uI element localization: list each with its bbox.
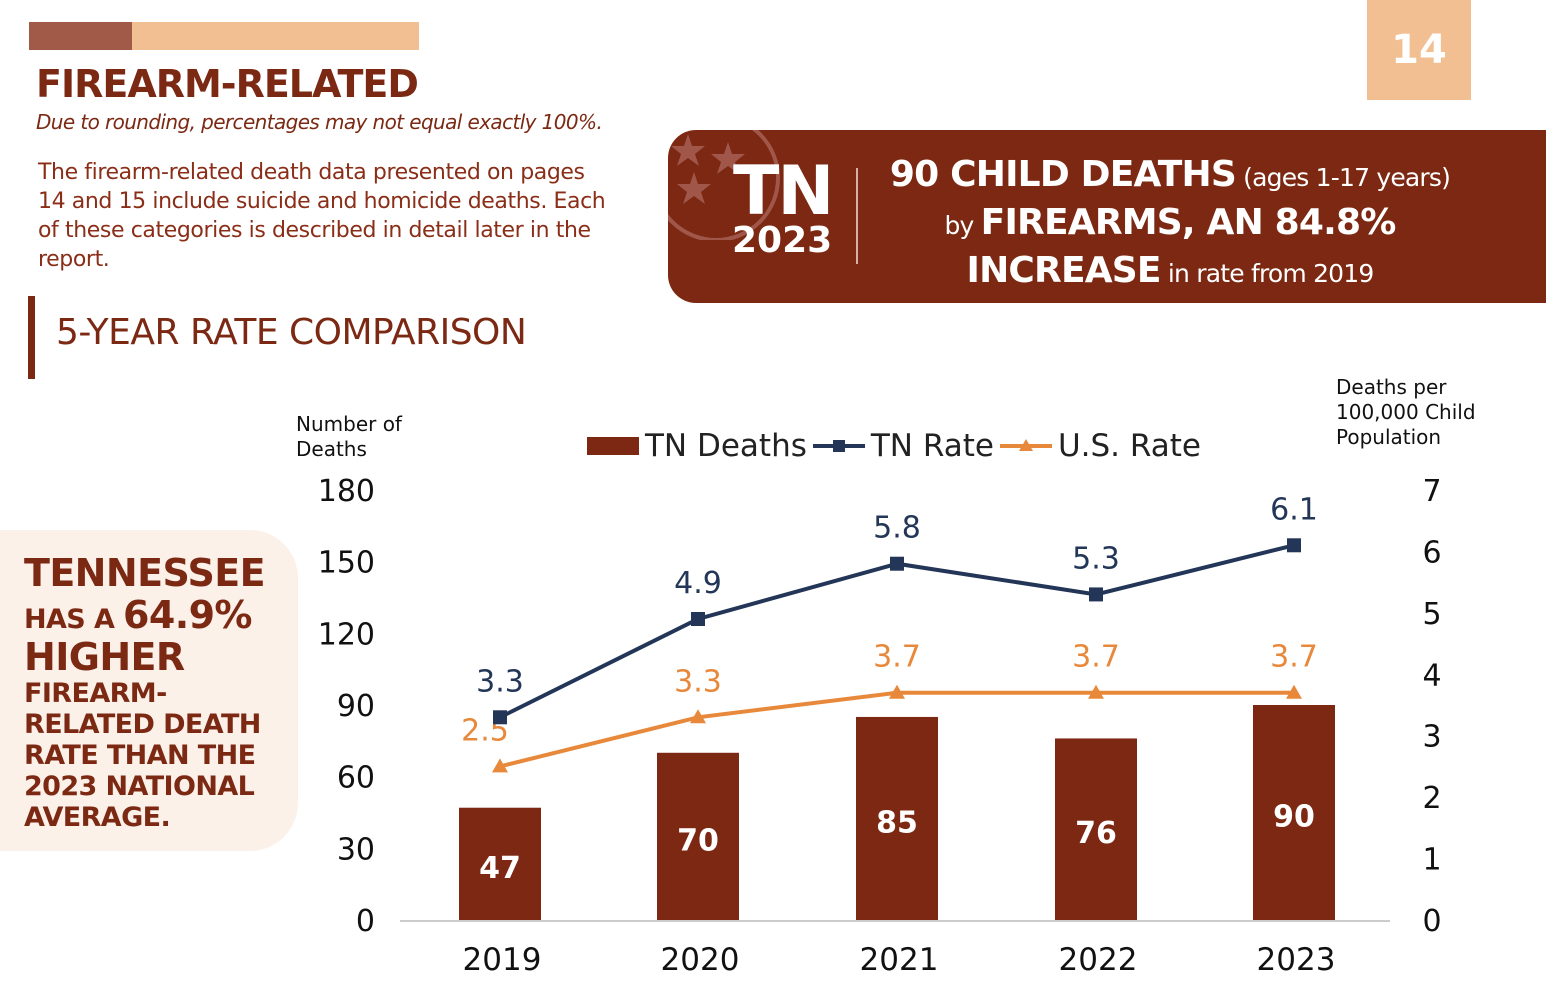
headline-3-small: in rate from 2019 bbox=[1160, 259, 1374, 288]
bar-tn-deaths bbox=[856, 716, 938, 920]
left-tick-label: 180 bbox=[318, 474, 375, 509]
left-tick-label: 60 bbox=[337, 761, 375, 796]
us-rate-data-label: 3.7 bbox=[873, 640, 921, 675]
bar-data-label: 76 bbox=[1075, 816, 1117, 851]
bar-data-label: 70 bbox=[677, 823, 719, 858]
page-title: FIREARM-RELATED bbox=[36, 62, 419, 106]
banner-year: 2023 bbox=[732, 220, 833, 261]
bar-tn-deaths bbox=[657, 752, 739, 920]
tn-rate-point bbox=[1287, 538, 1301, 553]
header-accent-light bbox=[132, 22, 419, 50]
right-axis-label: Deaths per 100,000 Child Population bbox=[1336, 375, 1476, 449]
right-tick-label: 4 bbox=[1422, 658, 1441, 693]
header-accent-dark bbox=[29, 22, 132, 50]
left-tick-label: 120 bbox=[318, 617, 375, 652]
callout-percent: 64.9% bbox=[123, 593, 252, 637]
callout-line: HIGHER bbox=[24, 635, 185, 679]
section-title: 5-YEAR RATE COMPARISON bbox=[56, 312, 527, 353]
tn-rate-point bbox=[493, 710, 507, 725]
tn-rate-data-label: 4.9 bbox=[674, 566, 722, 601]
stat-banner bbox=[668, 130, 1546, 303]
callout-line: RATE THAN THE bbox=[24, 740, 256, 771]
legend-swatch-tn-rate bbox=[812, 440, 865, 452]
tn-rate-data-label: 3.3 bbox=[476, 664, 524, 699]
callout-line: TENNESSEE bbox=[24, 551, 266, 595]
us-rate-data-label: 3.7 bbox=[1072, 640, 1120, 675]
x-tick-label: 2020 bbox=[661, 942, 740, 978]
tn-rate-data-label: 5.3 bbox=[1072, 541, 1120, 576]
us-rate-data-label: 3.7 bbox=[1270, 640, 1318, 675]
banner-state: TN bbox=[733, 152, 834, 231]
left-tick-label: 30 bbox=[337, 832, 375, 867]
callout-text: TENNESSEE HAS A 64.9% HIGHER FIREARM- RE… bbox=[24, 551, 266, 833]
tn-rate-data-label: 5.8 bbox=[873, 511, 921, 546]
tn-rate-point bbox=[1089, 587, 1103, 602]
legend-swatch-tn-deaths bbox=[587, 437, 639, 455]
left-tick-label: 0 bbox=[356, 904, 375, 939]
x-tick-label: 2023 bbox=[1257, 942, 1336, 978]
legend-label: TN Deaths bbox=[645, 428, 807, 464]
us-rate-point bbox=[889, 684, 905, 699]
callout-line: RELATED DEATH bbox=[24, 709, 261, 740]
rounding-note: Due to rounding, percentages may not equ… bbox=[36, 110, 603, 134]
banner-headline: 90 CHILD DEATHS (ages 1-17 years) by FIR… bbox=[870, 152, 1470, 296]
x-tick-label: 2021 bbox=[860, 942, 939, 978]
legend-swatch-us-rate bbox=[999, 439, 1052, 451]
headline-1-bold: 90 CHILD DEATHS bbox=[889, 154, 1237, 195]
bar-data-label: 47 bbox=[479, 851, 521, 886]
x-tick-label: 2022 bbox=[1059, 942, 1138, 978]
right-tick-label: 5 bbox=[1422, 597, 1441, 632]
chart-legend: TN Deaths TN Rate U.S. Rate bbox=[587, 428, 1201, 464]
callout-line: 2023 NATIONAL bbox=[24, 771, 255, 802]
tennessee-stars-icon bbox=[668, 130, 780, 240]
legend-label: TN Rate bbox=[870, 428, 994, 464]
banner-divider bbox=[856, 168, 858, 264]
bar-data-label: 90 bbox=[1273, 800, 1315, 835]
us-rate-data-label: 3.3 bbox=[674, 664, 722, 699]
section-accent bbox=[28, 296, 35, 379]
us-rate-point bbox=[1088, 684, 1104, 699]
description: The firearm-related death data presented… bbox=[38, 160, 606, 272]
us-rate-point bbox=[1286, 684, 1302, 699]
bar-tn-deaths bbox=[1253, 705, 1335, 920]
left-tick-label: 150 bbox=[318, 546, 375, 581]
right-tick-label: 2 bbox=[1422, 781, 1441, 816]
left-axis-label: Number of Deaths bbox=[296, 412, 402, 461]
x-tick-label: 2019 bbox=[463, 942, 542, 978]
callout-box bbox=[0, 530, 298, 851]
bar-tn-deaths bbox=[1055, 738, 1137, 920]
right-tick-label: 0 bbox=[1422, 904, 1441, 939]
headline-2-bold: FIREARMS, AN 84.8% bbox=[980, 202, 1397, 243]
bar-tn-deaths bbox=[459, 807, 541, 920]
bar-data-label: 85 bbox=[876, 805, 918, 840]
us-rate-point bbox=[690, 709, 706, 724]
us-rate-point bbox=[492, 758, 508, 773]
callout-line: AVERAGE. bbox=[24, 802, 171, 833]
right-tick-label: 1 bbox=[1422, 843, 1441, 878]
tn-rate-point bbox=[691, 612, 705, 626]
legend-label: U.S. Rate bbox=[1057, 428, 1201, 464]
right-tick-label: 7 bbox=[1422, 474, 1441, 509]
tn-rate-data-label: 6.1 bbox=[1270, 492, 1318, 527]
headline-3-bold: INCREASE bbox=[966, 250, 1161, 291]
callout-line: HAS A bbox=[24, 604, 124, 635]
headline-2-small: by bbox=[944, 211, 981, 240]
tn-rate-point bbox=[890, 556, 904, 571]
callout-line: FIREARM- bbox=[24, 678, 167, 709]
right-tick-label: 6 bbox=[1422, 535, 1441, 570]
right-tick-label: 3 bbox=[1422, 720, 1441, 755]
page-number: 14 bbox=[1367, 0, 1471, 100]
headline-1-small: (ages 1-17 years) bbox=[1236, 163, 1451, 192]
left-tick-label: 90 bbox=[337, 689, 375, 724]
